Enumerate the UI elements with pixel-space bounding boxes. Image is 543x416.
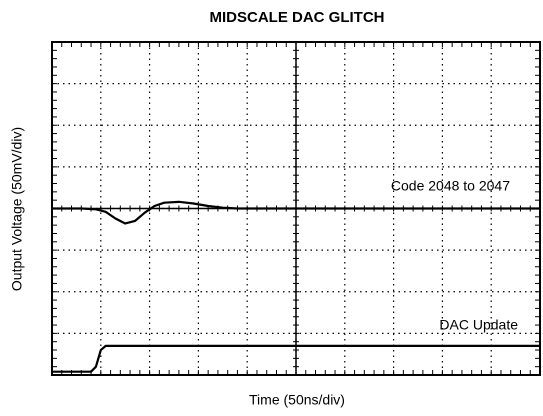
trace [52, 344, 540, 373]
x-axis-label: Time (50ns/div) [249, 392, 345, 408]
trace [52, 200, 540, 225]
chart-title: MIDSCALE DAC GLITCH [210, 9, 385, 26]
legend-label: Code 2048 to 2047 [391, 178, 510, 194]
y-axis-label: Output Voltage (50mV/div) [9, 127, 25, 291]
legend-label: DAC Update [439, 317, 518, 333]
